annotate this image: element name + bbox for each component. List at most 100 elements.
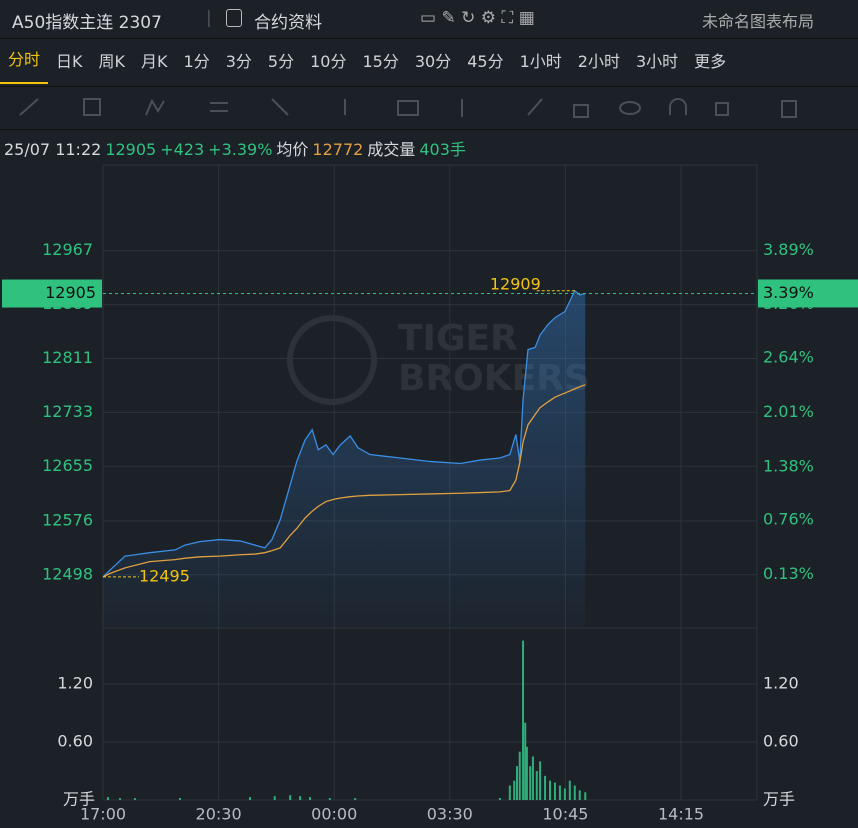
volume-bar [568,780,571,800]
volume-bar [308,797,311,800]
x-tick-label: 17:00 [80,805,126,824]
change: +423 [160,140,205,159]
current-pct-box [758,279,858,308]
x-tick-label: 03:30 [427,805,473,824]
volume-bar [558,785,561,800]
price-line [102,289,586,578]
quote-info: 25/07 11:22 12905 +423 +3.39% 均价 12772 成交量 403手 [4,136,470,160]
volume-bar [273,796,276,800]
volume-bar [535,771,538,800]
avg: 12772 [312,140,364,159]
volume-label: 成交量 [367,140,416,159]
current-pct-label: 3.39% [763,283,814,302]
avg-label: 均价 [276,140,309,159]
y-tick-label: 12811 [42,348,93,367]
y-tick-label: 1.20 [57,674,93,693]
y-tick-label: 12655 [42,456,93,475]
period-tab[interactable]: 月K [141,52,168,71]
volume-bar [539,761,542,800]
contract-info[interactable]: 合约资料 [254,13,322,33]
volume-bar [508,785,511,800]
header: A50指数主连 2307 | 合约资料 ▭ ✎ ↻ ⚙ ⛶ ▦ 未命名图表布局 [0,0,858,39]
x-tick-label: 00:00 [311,805,357,824]
volume-bar [563,788,566,800]
time: 25/07 11:22 [4,140,102,159]
period-tab[interactable]: 15分 [362,52,399,71]
volume-bar [354,798,357,800]
volume-bar [529,766,532,800]
period-tab[interactable]: 更多 [694,52,727,71]
current-price-label: 12905 [45,283,96,302]
y2-tick-label: 1.20 [763,674,799,693]
period-tab[interactable]: 日K [56,52,83,71]
period-tab[interactable]: 周K [98,52,126,71]
y2-tick-label: 0.76% [763,510,814,529]
volume-bar [553,782,556,800]
x-tick-label: 20:30 [196,805,242,824]
y-tick-label: 12576 [42,510,93,529]
unit-label: 万手 [763,790,795,809]
period-tab[interactable]: 10分 [310,52,347,71]
volume-bar [133,798,136,800]
period-tab[interactable]: 3分 [225,52,252,71]
plot-frame [102,164,758,801]
volume-bar [549,780,552,800]
doc-icon [226,9,242,27]
period-tab[interactable]: 45分 [467,52,504,71]
period-tab[interactable]: 5分 [267,52,295,71]
period-tab[interactable]: 3小时 [635,52,679,71]
y2-tick-label: 0.60 [763,732,799,751]
period-tab[interactable]: 1分 [183,52,210,71]
period-tab[interactable]: 1小时 [519,52,562,71]
watermark-text: BROKERS [398,358,590,399]
annotation-label: 12495 [139,566,190,585]
watermark-logo [287,315,377,405]
period-tab[interactable]: 30分 [414,52,452,71]
symbol[interactable]: A50指数主连 2307 [12,13,162,33]
toolbar-icons [19,98,797,118]
period-tab[interactable]: 2小时 [577,52,620,71]
y2-tick-label: 3.26% [763,294,814,313]
icons[interactable]: ▭ ✎ ↻ ⚙ ⛶ ▦ [420,8,535,28]
volume-bar [248,797,251,800]
y2-tick-label: 2.64% [763,348,814,367]
period-tabs: 分时 日K 周K 月K 1分 3分 5分 10分 15分 30分 45分 1小时 2小时 3小时 更多 [0,40,858,84]
volume-bar [531,756,534,800]
annotation-label: 12909 [490,274,541,293]
volume-bar [584,792,587,800]
volume-bar [289,795,292,800]
volume-bar [513,780,516,800]
volume-bar [515,766,518,800]
change-pct: +3.39% [208,140,273,159]
layout-name[interactable]: 未命名图表布局 [702,12,815,31]
price: 12905 [105,140,157,159]
unit-label: 万手 [63,790,95,809]
volume-bar [524,722,527,800]
volume-bar [522,640,525,800]
x-tick-label: 10:45 [542,805,588,824]
x-tick-label: 14:15 [658,805,704,824]
volume-bar [119,798,122,800]
y2-tick-label: 0.13% [763,564,814,583]
separator: | [206,8,212,28]
period-tab[interactable]: 分时 [0,40,49,84]
volume: 403手 [419,140,466,159]
y-tick-label: 0.60 [57,732,93,751]
avg-line [102,384,586,578]
y2-tick-label: 2.01% [763,402,814,421]
current-price-box [2,279,102,308]
volume-bar [544,775,547,800]
volume-bar [578,790,581,800]
price-area [103,290,586,628]
volume-bar [498,798,501,800]
volume-bar [299,796,302,800]
volume-bar [179,798,182,800]
y2-tick-label: 1.38% [763,456,814,475]
volume-bar [518,751,521,800]
volume-bar [106,797,109,800]
drawing-toolbar [0,86,858,130]
y-tick-label: 12967 [42,240,93,259]
volume-bar [525,746,528,800]
